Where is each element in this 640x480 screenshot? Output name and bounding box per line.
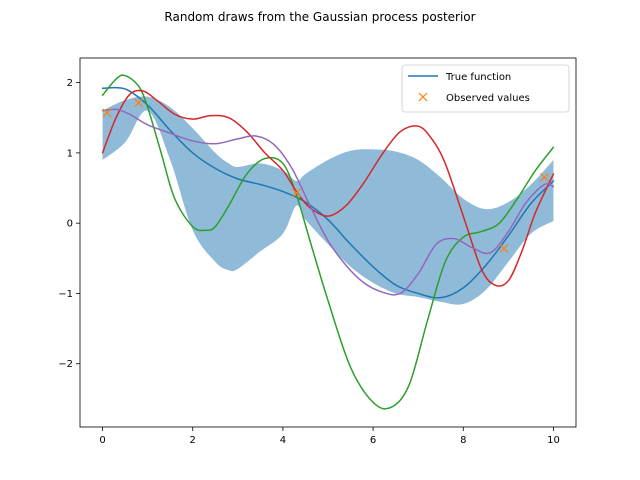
chart-title: Random draws from the Gaussian process p… — [164, 10, 475, 24]
plot-frame — [79, 57, 577, 428]
y-tick-label: 2 — [67, 78, 73, 89]
observed-point — [134, 98, 144, 108]
x-tick-label: 10 — [547, 435, 560, 446]
observed-markers-layer — [102, 98, 549, 253]
x-tick-label: 0 — [99, 435, 105, 446]
observed-point — [102, 108, 112, 118]
observed-point-stroke — [540, 173, 549, 182]
legend-label-observed-values: Observed values — [446, 93, 530, 104]
legend: True function Observed values — [401, 64, 570, 113]
y-tick-label: 0 — [67, 219, 73, 230]
confidence-band-layer — [102, 96, 554, 305]
legend-box — [401, 64, 570, 113]
y-tick-label: −2 — [58, 359, 73, 370]
observed-point-stroke — [292, 188, 301, 198]
observed-point-stroke — [134, 98, 144, 108]
posterior-sample-red — [101, 89, 555, 287]
series-lines-layer — [101, 74, 555, 410]
x-tick-label: 2 — [190, 435, 196, 446]
posterior-sample-purple — [101, 108, 555, 296]
x-tick-label: 4 — [280, 435, 286, 446]
observed-point — [292, 188, 301, 198]
legend-label-true-function: True function — [445, 72, 511, 83]
observed-point — [499, 244, 509, 253]
observed-point-stroke — [102, 108, 112, 118]
x-tick-label: 8 — [460, 435, 466, 446]
observed-point-stroke — [499, 244, 509, 253]
confidence-band — [102, 96, 554, 305]
true-function-line — [101, 86, 555, 299]
x-axis: 0 2 4 6 8 10 — [99, 427, 560, 446]
x-tick-label: 6 — [370, 435, 376, 446]
posterior-sample-green — [101, 74, 555, 410]
observed-point — [540, 173, 549, 182]
y-tick-label: 1 — [67, 148, 73, 159]
legend-x-marker-swatch — [418, 92, 428, 102]
y-axis: −2 −1 0 1 2 — [58, 78, 80, 370]
y-tick-label: −1 — [58, 289, 73, 300]
